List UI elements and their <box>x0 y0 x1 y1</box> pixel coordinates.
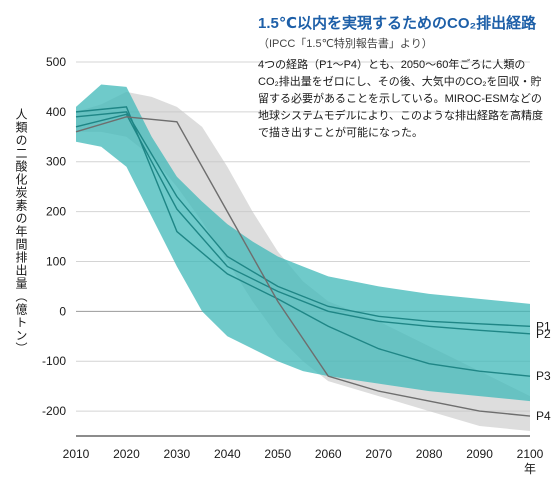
x-axis-unit: 年 <box>524 462 536 476</box>
x-tick-label: 2050 <box>264 447 291 461</box>
y-tick-label: 500 <box>46 55 66 69</box>
y-tick-label: -100 <box>42 354 66 368</box>
y-axis-label: 人類の二酸化炭素の年間排出量（億トン） <box>14 108 28 355</box>
x-tick-label: 2010 <box>63 447 90 461</box>
series-line-p4 <box>75 116 531 417</box>
series-lines <box>75 106 531 417</box>
y-tick-label: -200 <box>42 404 66 418</box>
chart-subtitle: （IPCC「1.5℃特別報告書」より） <box>258 38 433 50</box>
y-tick-label: 100 <box>46 254 66 268</box>
x-tick-label: 2070 <box>365 447 392 461</box>
series-line-p3 <box>75 106 531 377</box>
x-tick-label: 2060 <box>315 447 342 461</box>
x-tick-label: 2090 <box>466 447 493 461</box>
y-tick-label: 400 <box>46 105 66 119</box>
teal-range-band <box>76 84 530 402</box>
x-tick-label: 2040 <box>214 447 241 461</box>
y-tick-label: 200 <box>46 205 66 219</box>
chart-description: 4つの経路（P1〜P4）とも、2050〜60年ごろに人類のCO₂排出量をゼロにし… <box>258 59 544 139</box>
series-line-p1 <box>75 111 531 327</box>
x-tick-label: 2100 <box>517 447 544 461</box>
series-label-p1: P1 <box>536 319 551 333</box>
y-tick-label: 300 <box>46 155 66 169</box>
axes: 500 400 300 200 100 0 -100 -200 2010 2020 2030 2040… <box>42 55 544 476</box>
uncertainty-bands <box>76 84 530 432</box>
x-tick-label: 2020 <box>113 447 140 461</box>
x-tick-label: 2030 <box>164 447 191 461</box>
series-label-p4: P4 <box>536 409 551 423</box>
series-line-p2 <box>75 113 531 335</box>
chart-title: 1.5℃以内を実現するためのCO₂排出経路 <box>258 15 537 32</box>
series-label-p3: P3 <box>536 369 551 383</box>
y-tick-label: 0 <box>59 304 66 318</box>
x-tick-label: 2080 <box>416 447 443 461</box>
series-label-p2: P2 <box>536 327 551 341</box>
